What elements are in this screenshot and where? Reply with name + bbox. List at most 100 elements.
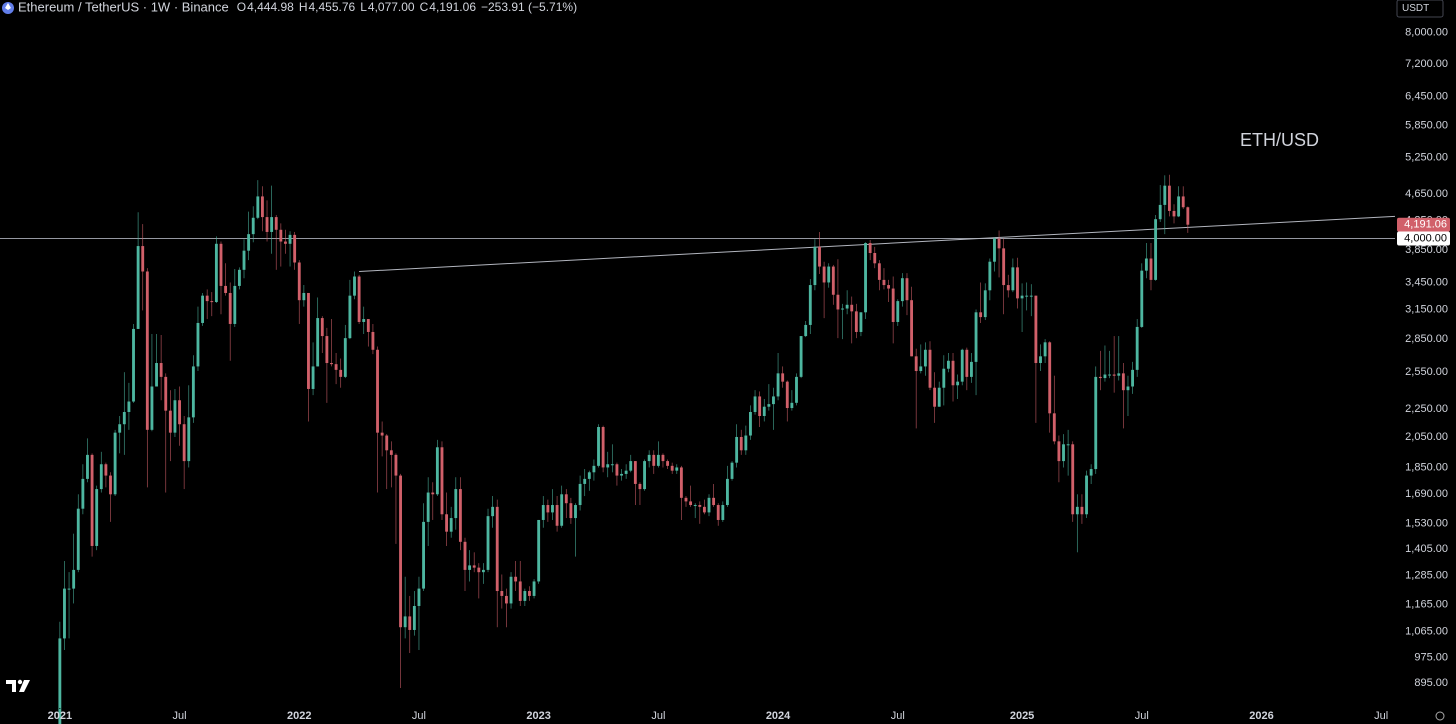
y-tick-label: 895.00 bbox=[1414, 677, 1448, 689]
candle-body bbox=[615, 464, 619, 476]
candle-body bbox=[109, 475, 112, 495]
candle-body bbox=[1098, 376, 1102, 379]
candle-body bbox=[532, 581, 536, 596]
candle-body bbox=[670, 465, 674, 471]
candle-body bbox=[1029, 295, 1033, 297]
candle-body bbox=[90, 454, 94, 546]
candle-body bbox=[1140, 270, 1144, 327]
tv-logo bbox=[6, 679, 30, 692]
candle-body bbox=[237, 269, 241, 286]
candle-body bbox=[537, 519, 541, 582]
candle-body bbox=[910, 300, 914, 357]
candle-body bbox=[394, 454, 398, 476]
y-tick-label: 3,150.00 bbox=[1405, 303, 1448, 315]
candle-body bbox=[1066, 444, 1070, 446]
candle-body bbox=[297, 262, 301, 301]
logo-part bbox=[19, 680, 30, 692]
candle-body bbox=[316, 318, 320, 367]
currency[interactable]: USDT bbox=[1402, 3, 1429, 14]
candle-body bbox=[795, 376, 798, 403]
candle-body bbox=[113, 432, 117, 495]
stat-label: O bbox=[237, 0, 246, 14]
candle-body bbox=[564, 494, 568, 504]
axes: 8,000.00 7,200.00 6,450.00 5,850.00 5,250.00… bbox=[48, 27, 1450, 722]
candle-body bbox=[1094, 376, 1098, 470]
candle-body bbox=[458, 489, 462, 542]
candle-body bbox=[325, 336, 329, 364]
candle-body bbox=[762, 406, 766, 417]
candle-body bbox=[993, 238, 996, 262]
candle-body bbox=[422, 521, 425, 589]
trend-line bbox=[359, 215, 1396, 272]
candle-body bbox=[758, 396, 762, 417]
candle-body bbox=[905, 278, 909, 301]
candle-body bbox=[1121, 373, 1125, 391]
candle-body bbox=[749, 411, 752, 436]
candle-body bbox=[652, 454, 656, 466]
candle-body bbox=[127, 401, 131, 412]
candle-body bbox=[472, 565, 476, 568]
candle-body bbox=[643, 461, 646, 490]
candle-body bbox=[578, 483, 582, 506]
candle-body bbox=[500, 591, 504, 596]
candle-body bbox=[1020, 295, 1024, 299]
currency-button[interactable] bbox=[1396, 0, 1444, 18]
x-tick-label: Jul bbox=[1374, 710, 1388, 722]
last-price-box bbox=[1397, 217, 1450, 232]
x-tick-label: 2024 bbox=[766, 710, 791, 722]
candle-body bbox=[242, 250, 246, 270]
candle-body bbox=[850, 304, 854, 312]
candle-body bbox=[270, 217, 274, 232]
candle-body bbox=[150, 386, 154, 430]
candle-body bbox=[224, 285, 228, 293]
candle-body bbox=[399, 475, 402, 628]
candle-body bbox=[551, 505, 554, 513]
candle-body bbox=[1057, 441, 1061, 462]
candle-body bbox=[859, 312, 863, 332]
candle-body bbox=[914, 356, 918, 372]
y-tick-label: 1,285.00 bbox=[1405, 570, 1448, 582]
candle-body bbox=[541, 505, 545, 520]
y-tick-label: 5,850.00 bbox=[1405, 120, 1448, 132]
chart-title: Ethereum / TetherUS · 1W · Binance bbox=[18, 0, 229, 14]
candle-body bbox=[753, 396, 757, 412]
candle-body bbox=[72, 569, 76, 589]
candle-body bbox=[1080, 506, 1084, 515]
candle-body bbox=[882, 279, 886, 286]
y-tick-label: 1,165.00 bbox=[1405, 599, 1448, 611]
x-tick-label: 2021 bbox=[48, 710, 72, 722]
candle-body bbox=[505, 595, 508, 604]
candle-body bbox=[629, 461, 633, 471]
candle-body bbox=[679, 467, 683, 498]
candle-body bbox=[946, 360, 950, 369]
settings-icon[interactable] bbox=[1435, 711, 1445, 721]
candle-body bbox=[781, 373, 785, 382]
candle-body bbox=[877, 263, 881, 280]
level-label: 4,000.00 bbox=[1404, 232, 1447, 244]
candle-body bbox=[790, 402, 794, 409]
candle-body bbox=[403, 616, 407, 628]
candle-body bbox=[744, 435, 748, 451]
candle-body bbox=[63, 588, 66, 639]
candle-body bbox=[265, 217, 269, 232]
plot-area bbox=[0, 174, 1396, 724]
candle-body bbox=[233, 285, 237, 324]
candle-body bbox=[463, 541, 467, 570]
candle-body bbox=[1052, 413, 1056, 442]
candle-body bbox=[1002, 248, 1006, 286]
y-tick-label: 2,850.00 bbox=[1405, 333, 1448, 345]
candle-body bbox=[426, 492, 430, 522]
candle-body bbox=[431, 492, 435, 495]
candle-body bbox=[716, 505, 720, 520]
candle-body bbox=[813, 246, 817, 286]
candle-body bbox=[468, 565, 472, 570]
candle-body bbox=[776, 373, 780, 397]
candle-body bbox=[785, 381, 789, 409]
candle-body bbox=[1177, 196, 1181, 217]
candle-body bbox=[919, 366, 923, 372]
candle-body bbox=[960, 349, 964, 382]
candle-body bbox=[942, 368, 946, 388]
candle-body bbox=[1186, 207, 1190, 225]
y-tick-label: 5,250.00 bbox=[1405, 152, 1448, 164]
level-box bbox=[1397, 231, 1450, 246]
